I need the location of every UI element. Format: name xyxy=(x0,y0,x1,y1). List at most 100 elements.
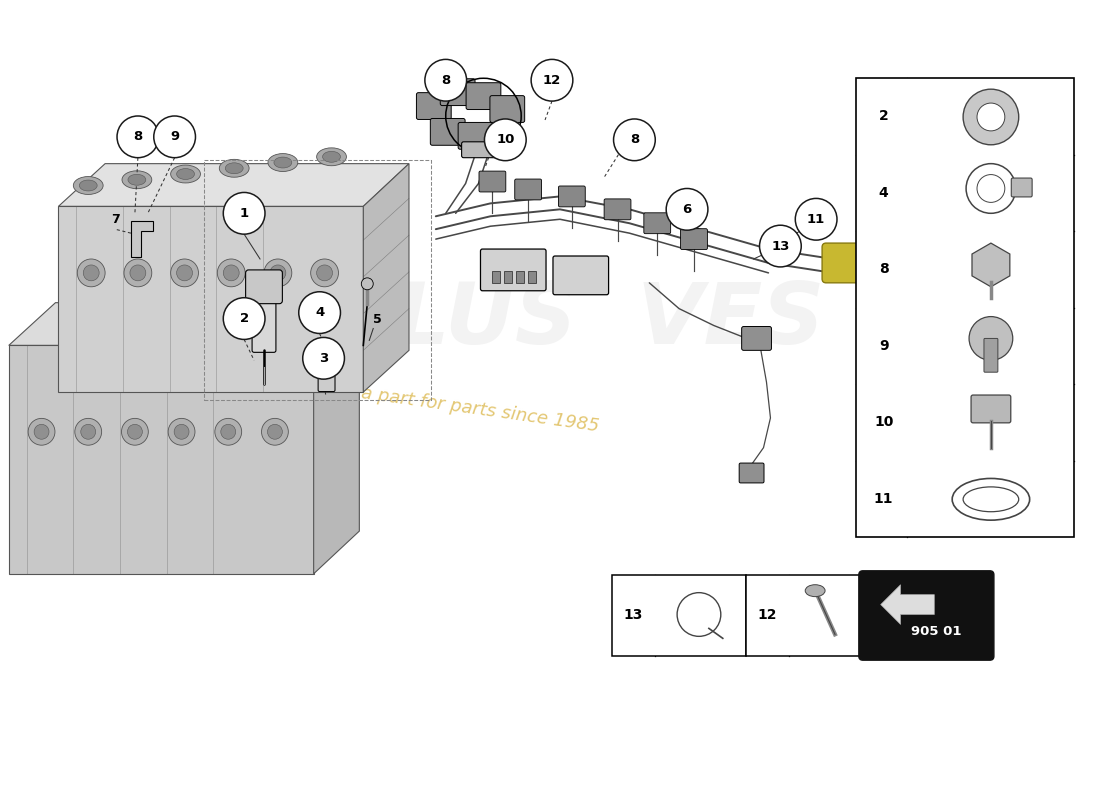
FancyBboxPatch shape xyxy=(644,213,671,234)
Ellipse shape xyxy=(75,418,101,445)
FancyBboxPatch shape xyxy=(1011,178,1032,197)
Circle shape xyxy=(667,189,708,230)
Ellipse shape xyxy=(177,169,195,179)
Polygon shape xyxy=(881,585,934,625)
FancyBboxPatch shape xyxy=(466,82,500,110)
FancyBboxPatch shape xyxy=(739,463,764,483)
Polygon shape xyxy=(9,302,360,346)
Text: 905 01: 905 01 xyxy=(911,625,961,638)
FancyBboxPatch shape xyxy=(528,271,536,283)
FancyBboxPatch shape xyxy=(822,243,888,283)
Circle shape xyxy=(484,119,526,161)
FancyBboxPatch shape xyxy=(440,78,475,106)
Polygon shape xyxy=(58,164,409,206)
Text: ELUS  VES: ELUS VES xyxy=(336,279,824,362)
Circle shape xyxy=(117,116,158,158)
Ellipse shape xyxy=(170,259,198,286)
Circle shape xyxy=(223,193,265,234)
Circle shape xyxy=(361,278,373,290)
Text: 2: 2 xyxy=(879,110,889,123)
FancyBboxPatch shape xyxy=(252,297,276,352)
FancyBboxPatch shape xyxy=(430,118,465,146)
Text: 13: 13 xyxy=(624,609,644,622)
Text: 3: 3 xyxy=(319,352,328,365)
FancyBboxPatch shape xyxy=(612,574,746,656)
FancyBboxPatch shape xyxy=(515,179,541,200)
Polygon shape xyxy=(9,346,314,574)
Ellipse shape xyxy=(805,585,825,597)
Text: 12: 12 xyxy=(543,74,561,86)
Ellipse shape xyxy=(124,259,152,286)
Ellipse shape xyxy=(219,159,249,178)
FancyBboxPatch shape xyxy=(746,574,862,656)
FancyBboxPatch shape xyxy=(553,256,608,294)
Ellipse shape xyxy=(226,163,243,174)
Ellipse shape xyxy=(177,265,192,281)
Ellipse shape xyxy=(267,424,283,439)
Polygon shape xyxy=(363,164,409,392)
FancyBboxPatch shape xyxy=(417,93,451,119)
Ellipse shape xyxy=(174,424,189,439)
Text: 10: 10 xyxy=(874,415,893,430)
Ellipse shape xyxy=(80,424,96,439)
FancyBboxPatch shape xyxy=(516,271,525,283)
Circle shape xyxy=(299,292,341,334)
Ellipse shape xyxy=(274,157,292,168)
Text: 12: 12 xyxy=(758,609,778,622)
FancyBboxPatch shape xyxy=(462,142,505,158)
FancyBboxPatch shape xyxy=(741,326,771,350)
Text: 10: 10 xyxy=(496,134,515,146)
Circle shape xyxy=(795,198,837,240)
FancyBboxPatch shape xyxy=(458,122,493,150)
FancyBboxPatch shape xyxy=(245,270,283,304)
Circle shape xyxy=(977,103,1004,131)
Ellipse shape xyxy=(223,265,239,281)
Circle shape xyxy=(425,59,466,101)
Ellipse shape xyxy=(264,259,292,286)
Ellipse shape xyxy=(214,418,242,445)
Ellipse shape xyxy=(310,259,339,286)
Text: 6: 6 xyxy=(682,203,692,216)
FancyBboxPatch shape xyxy=(490,96,525,122)
FancyBboxPatch shape xyxy=(604,199,631,220)
Ellipse shape xyxy=(221,424,235,439)
Circle shape xyxy=(154,116,196,158)
Text: 8: 8 xyxy=(879,262,889,277)
Text: 9: 9 xyxy=(879,339,889,353)
Ellipse shape xyxy=(29,418,55,445)
Text: 11: 11 xyxy=(807,213,825,226)
Text: 8: 8 xyxy=(441,74,450,86)
Text: 4: 4 xyxy=(879,186,889,200)
Text: a part for parts since 1985: a part for parts since 1985 xyxy=(361,384,601,435)
FancyBboxPatch shape xyxy=(478,171,506,192)
Text: 1: 1 xyxy=(240,207,249,220)
Ellipse shape xyxy=(128,424,142,439)
Circle shape xyxy=(964,89,1019,145)
Ellipse shape xyxy=(317,148,346,166)
Ellipse shape xyxy=(270,265,286,281)
Circle shape xyxy=(614,119,656,161)
FancyBboxPatch shape xyxy=(504,271,513,283)
Circle shape xyxy=(302,338,344,379)
Polygon shape xyxy=(58,206,363,392)
Text: 4: 4 xyxy=(315,306,324,319)
FancyBboxPatch shape xyxy=(318,358,336,391)
Ellipse shape xyxy=(74,177,103,194)
Text: 8: 8 xyxy=(630,134,639,146)
Text: 5: 5 xyxy=(373,313,382,326)
Circle shape xyxy=(223,298,265,339)
Text: 8: 8 xyxy=(133,130,143,143)
Ellipse shape xyxy=(262,418,288,445)
Text: 7: 7 xyxy=(111,214,120,226)
Polygon shape xyxy=(856,78,1075,537)
Ellipse shape xyxy=(168,418,195,445)
FancyBboxPatch shape xyxy=(971,395,1011,423)
FancyBboxPatch shape xyxy=(681,229,707,250)
Ellipse shape xyxy=(84,265,99,281)
Ellipse shape xyxy=(121,418,148,445)
Ellipse shape xyxy=(268,154,298,171)
Circle shape xyxy=(531,59,573,101)
Ellipse shape xyxy=(170,165,200,183)
Text: 11: 11 xyxy=(873,492,893,506)
Text: 2: 2 xyxy=(240,312,249,325)
